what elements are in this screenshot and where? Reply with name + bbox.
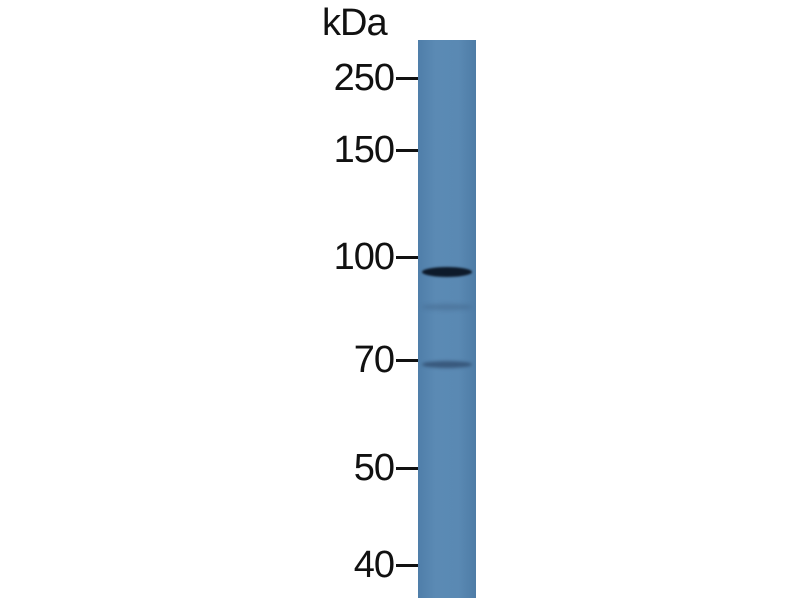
- kda-unit-label: kDa: [322, 2, 388, 44]
- marker-150: 150: [0, 130, 418, 170]
- marker-70: 70: [0, 340, 418, 380]
- protein-band: [422, 304, 472, 311]
- marker-label: 70: [353, 339, 395, 381]
- marker-label: 40: [353, 544, 395, 586]
- marker-tick: [396, 149, 418, 152]
- blot-lane: [418, 40, 476, 598]
- marker-50: 50: [0, 448, 418, 488]
- marker-100: 100: [0, 237, 418, 277]
- marker-40: 40: [0, 545, 418, 585]
- protein-band: [422, 361, 472, 369]
- marker-tick: [396, 467, 418, 470]
- marker-tick: [396, 256, 418, 259]
- marker-tick: [396, 77, 418, 80]
- marker-label: 150: [333, 129, 395, 171]
- marker-label: 50: [353, 447, 395, 489]
- marker-label: 250: [333, 57, 395, 99]
- protein-band: [422, 266, 472, 277]
- marker-tick: [396, 564, 418, 567]
- marker-label: 100: [333, 236, 395, 278]
- marker-tick: [396, 359, 418, 362]
- marker-250: 250: [0, 58, 418, 98]
